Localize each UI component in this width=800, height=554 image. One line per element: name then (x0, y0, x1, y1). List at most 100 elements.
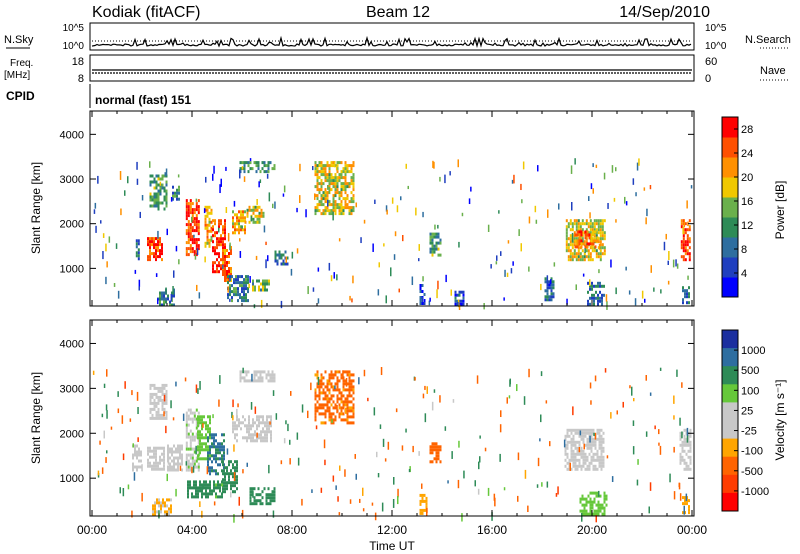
power-cell (346, 164, 349, 168)
power-cell (265, 241, 267, 246)
velocity-cell (195, 486, 197, 490)
velocity-cell (193, 411, 196, 415)
velocity-cell (332, 412, 335, 416)
velocity-cell (685, 443, 688, 447)
velocity-cell (187, 495, 189, 499)
velocity-cell (157, 461, 159, 465)
power-cell (137, 239, 140, 243)
power-cell (348, 164, 351, 168)
freq-unit: [MHz] (4, 70, 30, 81)
power-cell (224, 237, 226, 241)
power-cell (537, 165, 539, 172)
power-cell (157, 230, 159, 239)
velocity-cell (679, 431, 682, 435)
power-cell (185, 223, 188, 227)
velocity-cell (273, 487, 276, 491)
velocity-cell (563, 439, 566, 448)
velocity-cell (326, 388, 329, 392)
velocity-cell (350, 388, 353, 392)
velocity-cell (328, 418, 331, 422)
power-cell (593, 237, 596, 241)
velocity-cell (379, 424, 382, 429)
velocity-cell (159, 386, 162, 390)
power-cell (254, 214, 257, 218)
velocity-cell (603, 497, 606, 501)
velocity-cell (155, 410, 158, 414)
power-cell (233, 287, 235, 291)
velocity-cell (238, 496, 240, 506)
power-cell (208, 241, 211, 245)
velocity-cell (187, 453, 190, 457)
power-cell (155, 201, 158, 205)
power-cell (336, 170, 339, 174)
power-cell (314, 161, 317, 165)
velocity-cell (233, 514, 235, 523)
power-cell (242, 216, 244, 220)
velocity-cell (167, 456, 169, 460)
power-cell (212, 228, 214, 232)
velocity-cell (590, 446, 593, 450)
power-cell (684, 228, 687, 232)
velocity-cell (346, 388, 349, 392)
velocity-cell (185, 453, 188, 457)
power-cell (589, 284, 591, 288)
velocity-cell (155, 464, 157, 468)
power-cell (597, 293, 599, 297)
power-cell (318, 209, 321, 213)
power-cell (334, 185, 337, 189)
power-cell (95, 225, 97, 233)
power-cell (222, 240, 224, 244)
velocity-cell (316, 370, 319, 374)
velocity-cell (228, 478, 230, 482)
velocity-cell (271, 490, 274, 494)
power-cell (682, 255, 685, 259)
power-cell (593, 284, 595, 288)
power-cell (247, 278, 249, 282)
power-cell (227, 233, 230, 242)
power-cell (334, 194, 337, 198)
velocity-cell (161, 416, 164, 420)
colorbar-segment (722, 197, 738, 218)
power-cell (120, 208, 122, 216)
velocity-cell (258, 433, 260, 437)
power-cell (567, 225, 570, 229)
power-cell (195, 214, 198, 218)
power-cell (320, 173, 323, 177)
velocity-cell (344, 400, 347, 404)
power-cell (159, 189, 162, 193)
power-cell (214, 249, 216, 253)
power-cell (216, 246, 218, 250)
power-cell (352, 197, 355, 201)
velocity-cell (599, 503, 602, 507)
power-cell (571, 258, 574, 262)
velocity-cell (153, 383, 156, 387)
power-cell (214, 252, 216, 256)
velocity-cell (138, 459, 140, 463)
power-cell (346, 167, 349, 171)
power-cell (247, 164, 250, 168)
power-cell (102, 233, 105, 238)
velocity-cell (240, 421, 242, 425)
power-cell (615, 167, 617, 172)
velocity-cell (234, 433, 236, 437)
power-cell (93, 209, 96, 214)
power-cell (591, 246, 594, 250)
velocity-cell (187, 435, 190, 439)
velocity-cell (602, 464, 605, 468)
velocity-cell (590, 431, 593, 435)
power-cell (237, 290, 239, 294)
power-cell (588, 233, 591, 237)
power-cell (195, 244, 198, 248)
power-cell (326, 197, 329, 201)
colorbar-segment (722, 420, 738, 440)
power-cell (171, 297, 173, 302)
power-cell (601, 243, 604, 247)
power-cell (238, 210, 240, 214)
velocity-cell (199, 445, 201, 449)
power-cell (591, 228, 594, 232)
velocity-cell (273, 379, 276, 383)
velocity-cell (224, 466, 226, 470)
velocity-cell (224, 487, 226, 491)
power-cell (682, 237, 685, 241)
